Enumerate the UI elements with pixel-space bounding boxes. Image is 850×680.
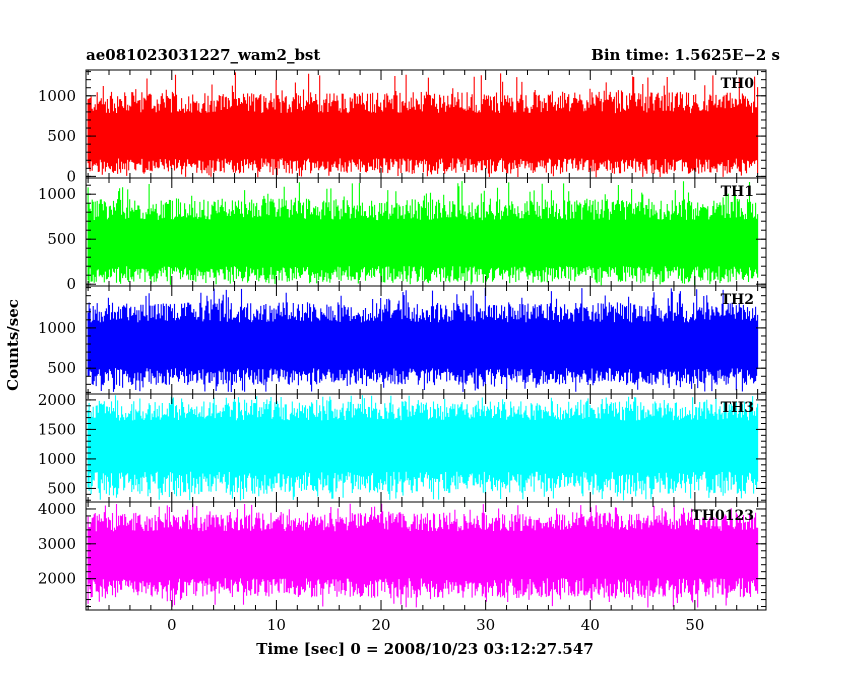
series-line-th2 — [87, 288, 759, 392]
chart-subtitle: Bin time: 1.5625E−2 s — [591, 46, 780, 64]
y-tick-label: 1000 — [38, 87, 76, 105]
series-line-th1 — [87, 181, 759, 286]
y-tick-label: 500 — [47, 479, 76, 497]
x-tick-label: 40 — [581, 616, 600, 634]
x-axis-title: Time [sec] 0 = 2008/10/23 03:12:27.547 — [256, 640, 593, 658]
y-tick-label: 500 — [47, 127, 76, 145]
x-axis: 0 10 20 30 40 50 — [167, 616, 704, 634]
panel-th0: 0 500 1000 TH0 — [38, 69, 767, 185]
y-tick-label: 1500 — [38, 420, 76, 438]
chart-title: ae081023031227_wam2_bst — [86, 46, 320, 64]
y-tick-label: 0 — [66, 167, 76, 185]
panel-th1: 0 500 1000 TH1 — [38, 177, 767, 293]
y-tick-label: 4000 — [38, 500, 76, 518]
y-tick-label: 500 — [47, 359, 76, 377]
y-tick-label: 1000 — [38, 319, 76, 337]
series-line-th0 — [87, 72, 759, 178]
y-tick-label: 500 — [47, 230, 76, 248]
x-tick-label: 10 — [267, 616, 286, 634]
series-label-th1: TH1 — [721, 184, 754, 200]
series-label-th0123: TH0123 — [691, 508, 754, 524]
x-tick-label: 0 — [167, 616, 177, 634]
y-tick-label: 1000 — [38, 185, 76, 203]
y-axis-title: Counts/sec — [4, 299, 22, 391]
series-label-th0: TH0 — [721, 76, 755, 92]
panel-frame — [85, 501, 767, 611]
x-tick-label: 20 — [371, 616, 390, 634]
y-tick-label: 0 — [66, 275, 76, 293]
panel-th0123: 2000 3000 4000 TH0123 — [38, 500, 767, 611]
series-line-th0123 — [87, 503, 759, 608]
x-tick-label: 50 — [685, 616, 704, 634]
x-tick-label: 30 — [476, 616, 495, 634]
panel-th3: 500 1000 1500 2000 TH3 — [38, 391, 767, 503]
y-tick-label: 1000 — [38, 450, 76, 468]
panel-th2: 500 1000 TH2 — [38, 285, 767, 395]
y-tick-label: 3000 — [38, 535, 76, 553]
series-line-th3 — [87, 395, 759, 501]
panels-group: 0 500 1000 TH0 0 500 1000 TH1 500 1000 TH2 500 1000 1… — [38, 69, 767, 611]
series-label-th2: TH2 — [721, 292, 754, 308]
y-tick-label: 2000 — [38, 570, 76, 588]
y-tick-label: 2000 — [38, 391, 76, 409]
series-label-th3: TH3 — [721, 400, 754, 416]
